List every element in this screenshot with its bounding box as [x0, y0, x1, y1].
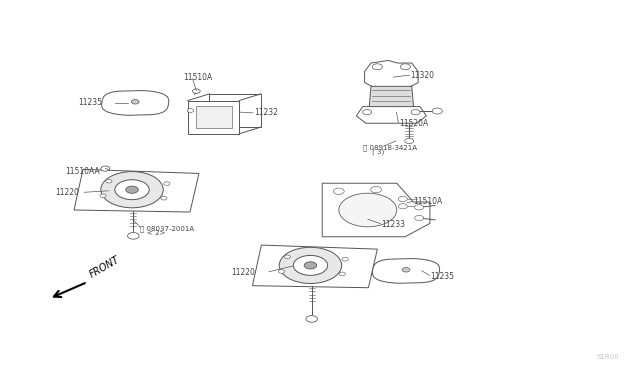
- Circle shape: [333, 188, 344, 195]
- Circle shape: [432, 108, 442, 114]
- Polygon shape: [188, 100, 239, 134]
- Circle shape: [398, 204, 407, 209]
- Polygon shape: [252, 245, 378, 288]
- Circle shape: [398, 196, 407, 202]
- Circle shape: [293, 256, 328, 275]
- Circle shape: [402, 267, 410, 272]
- Circle shape: [278, 270, 285, 273]
- Circle shape: [415, 205, 424, 210]
- Circle shape: [115, 180, 149, 200]
- Text: S1R00: S1R00: [597, 353, 620, 359]
- Circle shape: [188, 109, 194, 112]
- Polygon shape: [372, 259, 440, 283]
- Polygon shape: [365, 61, 418, 88]
- Circle shape: [339, 272, 346, 276]
- Text: ( 3): ( 3): [372, 149, 385, 155]
- Polygon shape: [356, 107, 426, 123]
- Circle shape: [372, 64, 383, 70]
- Circle shape: [127, 232, 139, 239]
- Circle shape: [306, 315, 317, 322]
- Circle shape: [131, 100, 139, 104]
- Circle shape: [404, 138, 413, 144]
- Text: < 2>: < 2>: [147, 230, 165, 236]
- Polygon shape: [102, 91, 169, 115]
- Polygon shape: [196, 106, 232, 128]
- Polygon shape: [209, 94, 261, 127]
- Text: 11520A: 11520A: [399, 119, 428, 128]
- Circle shape: [100, 166, 109, 171]
- Circle shape: [193, 89, 200, 93]
- Polygon shape: [74, 169, 199, 212]
- Text: 11232: 11232: [253, 108, 278, 118]
- Circle shape: [371, 186, 381, 193]
- Text: Ⓝ 08918-3421A: Ⓝ 08918-3421A: [364, 144, 417, 151]
- Text: 11510A: 11510A: [183, 73, 212, 81]
- Circle shape: [304, 262, 317, 269]
- Text: 11510AA: 11510AA: [65, 167, 100, 176]
- Text: 11220: 11220: [231, 268, 255, 277]
- Text: Ⓑ 08037-2001A: Ⓑ 08037-2001A: [140, 225, 195, 232]
- Text: 11233: 11233: [381, 220, 405, 229]
- Circle shape: [339, 193, 397, 227]
- Text: 11235: 11235: [430, 272, 454, 280]
- Polygon shape: [369, 86, 413, 109]
- Circle shape: [415, 215, 424, 221]
- Circle shape: [126, 186, 138, 193]
- Text: 11320: 11320: [410, 71, 434, 80]
- Circle shape: [342, 257, 348, 261]
- Circle shape: [400, 64, 410, 70]
- Circle shape: [161, 196, 167, 200]
- Circle shape: [164, 182, 170, 185]
- Circle shape: [106, 179, 112, 183]
- Circle shape: [100, 171, 163, 208]
- Circle shape: [411, 110, 420, 115]
- Text: 11510A: 11510A: [413, 197, 442, 206]
- Polygon shape: [322, 183, 430, 237]
- Text: 11235: 11235: [78, 98, 102, 107]
- Circle shape: [363, 110, 372, 115]
- Text: 11220: 11220: [56, 188, 79, 197]
- Text: FRONT: FRONT: [88, 255, 121, 280]
- Circle shape: [284, 255, 291, 259]
- Circle shape: [100, 194, 106, 198]
- Circle shape: [279, 247, 342, 283]
